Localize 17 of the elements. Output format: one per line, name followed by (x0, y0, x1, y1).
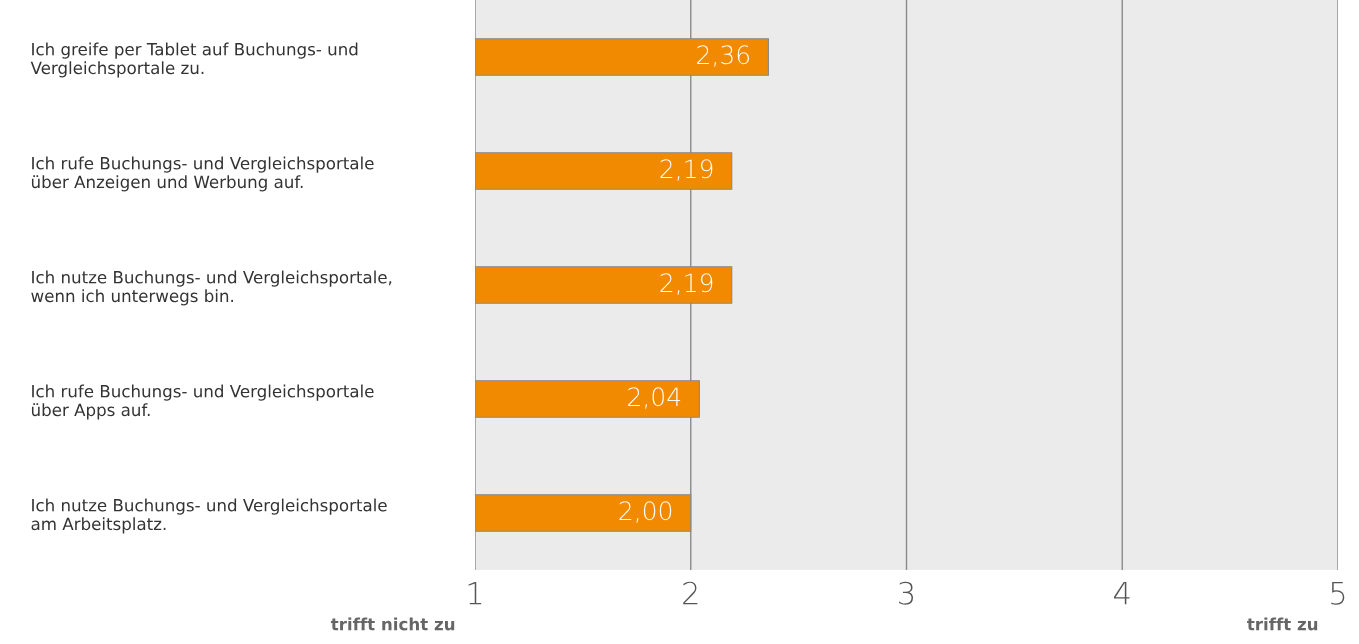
text: trifft zu (1247, 617, 1318, 631)
x-tick-label: 4 (1114, 582, 1130, 605)
data-label: 2,04 (628, 387, 681, 409)
data-label: 2,19 (660, 159, 713, 181)
y-tick-label: Ich rufe Buchungs- und Vergleichsportale über Anzeigen und Werbung auf. (31, 156, 374, 192)
y-tick-label: Ich rufe Buchungs- und Vergleichsportale über Apps auf. (31, 384, 374, 420)
y-tick-label: Ich nutze Buchungs- und Vergleichsportale, wenn ich unterwegs bin. (31, 270, 392, 306)
text: trifft nicht zu (330, 617, 455, 631)
y-tick-label: Ich greife per Tablet auf Buchungs- und Vergleichsportale zu. (30, 42, 358, 78)
data-label: 2,36 (697, 45, 749, 67)
x-tick-label: 5 (1331, 582, 1345, 605)
x-tick-label: 2 (683, 581, 698, 605)
y-tick-label: Ich nutze Buchungs- und Vergleichsportale am Arbeitsplatz. (31, 498, 387, 534)
data-label: 2,19 (660, 273, 713, 295)
x-tick-label: 3 (899, 581, 914, 605)
x-tick-label: 1 (468, 582, 482, 605)
data-label: 2,00 (619, 501, 672, 523)
